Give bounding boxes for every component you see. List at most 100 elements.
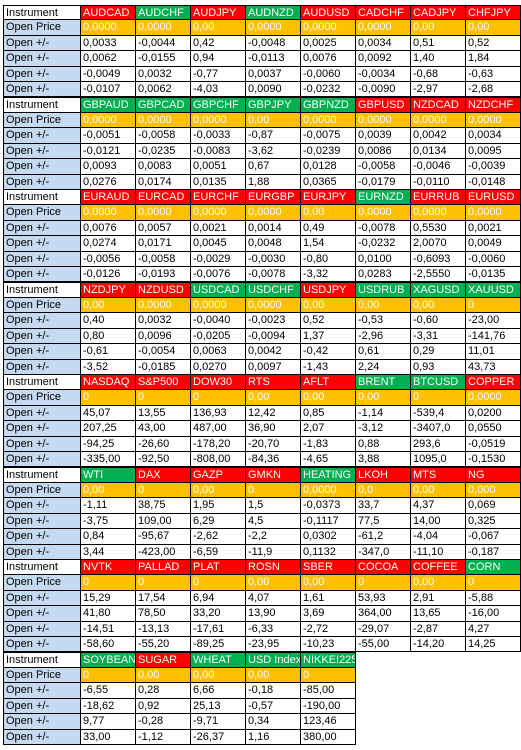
change-value: 1,61 — [300, 589, 356, 607]
row-label: Open +/- — [3, 312, 81, 329]
row-label: Open +/- — [3, 250, 81, 268]
change-value: 0,0062 — [80, 50, 136, 67]
open-price: 0,00 — [245, 389, 301, 406]
open-price: 0 — [80, 666, 136, 684]
change-value: 487,00 — [190, 420, 246, 437]
row-label: Open +/- — [3, 158, 81, 175]
change-value: -11,10 — [410, 543, 466, 560]
row-label: Open +/- — [3, 266, 81, 283]
change-value: -539,4 — [410, 404, 466, 422]
row-label: Instrument — [3, 651, 81, 668]
change-value: 1,88 — [245, 173, 301, 190]
instrument-header: GBPUSD — [355, 96, 411, 113]
change-value: -0,0030 — [245, 250, 301, 268]
row-label: Open +/- — [3, 697, 81, 715]
open-price: 0,00 — [410, 19, 466, 36]
change-value: -6,55 — [80, 682, 136, 699]
open-price: 0,00 — [300, 389, 356, 406]
change-value: 0,0032 — [135, 65, 191, 83]
change-value: -18,62 — [80, 697, 136, 715]
open-price: 0,00 — [465, 19, 521, 36]
change-value: -0,0113 — [245, 50, 301, 67]
change-value: 0,28 — [135, 682, 191, 699]
change-value: 13,90 — [245, 605, 301, 622]
change-value: -3,62 — [245, 142, 301, 160]
change-value: -0,0193 — [135, 266, 191, 283]
instrument-header: AUDJPY — [190, 5, 246, 21]
change-value: 0,0049 — [465, 235, 521, 252]
change-value: 0,0042 — [410, 127, 466, 144]
open-price: 0,00 — [245, 574, 301, 591]
row-label: Open +/- — [3, 81, 81, 98]
change-value: -0,0179 — [355, 173, 411, 190]
instrument-header: CADJPY — [410, 5, 466, 21]
row-label: Open +/- — [3, 50, 81, 67]
open-price: 0,00 — [80, 481, 136, 499]
change-value: 0,0365 — [300, 173, 356, 190]
row-label: Open +/- — [3, 404, 81, 422]
instrument-header: COFFEE — [410, 559, 466, 576]
change-value: -3407,0 — [410, 420, 466, 437]
row-label: Instrument — [3, 559, 81, 576]
open-price: 0,0000 — [300, 19, 356, 36]
instrument-header: GBPAUD — [80, 96, 136, 113]
change-value: -9,71 — [190, 713, 246, 730]
row-label: Open +/- — [3, 127, 81, 144]
change-value: 0,0550 — [465, 420, 521, 437]
open-price: 0,0000 — [80, 19, 136, 36]
row-label: Open Price — [3, 574, 81, 591]
change-value: -0,0126 — [80, 266, 136, 283]
change-value: -0,0049 — [80, 65, 136, 83]
row-label: Open Price — [3, 19, 81, 36]
change-value: 0,92 — [135, 697, 191, 715]
change-value: 0,0283 — [355, 266, 411, 283]
change-value: -23,95 — [245, 636, 301, 653]
change-value: -1,11 — [80, 497, 136, 514]
change-value: -3,12 — [355, 420, 411, 437]
change-value: -0,0232 — [355, 235, 411, 252]
change-value: -2,62 — [190, 528, 246, 545]
change-value: -6,59 — [190, 543, 246, 560]
change-value: -0,68 — [410, 65, 466, 83]
instrument-header: GAZP — [190, 466, 246, 483]
change-value: 0,61 — [355, 343, 411, 360]
open-price: 0,00 — [80, 296, 136, 314]
change-value: -0,0029 — [190, 250, 246, 268]
change-value: 364,00 — [355, 605, 411, 622]
open-price: 0,00 — [190, 19, 246, 36]
change-value: 0,40 — [80, 312, 136, 329]
change-value: -92,50 — [135, 451, 191, 468]
open-price: 0 — [190, 389, 246, 406]
row-label: Open Price — [3, 666, 81, 684]
open-price: 0,00 — [355, 296, 411, 314]
instrument-header: COCOA — [355, 559, 411, 576]
change-value: -347,0 — [355, 543, 411, 560]
change-value: 13,65 — [410, 605, 466, 622]
change-value: -0,0060 — [300, 65, 356, 83]
row-label: Open +/- — [3, 34, 81, 52]
change-value: -0,77 — [190, 65, 246, 83]
instrument-header: AUDUSD — [300, 5, 356, 21]
change-value: 109,00 — [135, 512, 191, 530]
change-value: -2,97 — [410, 81, 466, 98]
change-value: 0,0270 — [190, 358, 246, 375]
change-value: -0,0060 — [465, 250, 521, 268]
change-value: -0,0051 — [80, 127, 136, 144]
change-value: -1,12 — [135, 728, 191, 745]
open-price: 0 — [465, 296, 521, 314]
row-label: Open Price — [3, 204, 81, 221]
instrument-header: NZDJPY — [80, 281, 136, 298]
change-value: 0,0014 — [245, 219, 301, 237]
open-price: 0,00 — [245, 666, 301, 684]
open-price: 0,00 — [190, 666, 246, 684]
change-value: -178,20 — [190, 435, 246, 453]
change-value: 0,0045 — [190, 235, 246, 252]
instrument-header: ROSN — [245, 559, 301, 576]
change-value: 0,0048 — [245, 235, 301, 252]
change-value: 0,67 — [245, 158, 301, 175]
change-value: 3,88 — [355, 451, 411, 468]
change-value: -0,18 — [245, 682, 301, 699]
change-value: 0,069 — [465, 497, 521, 514]
instrument-header: CADCHF — [355, 5, 411, 21]
instrument-header: AUDCAD — [80, 5, 136, 21]
